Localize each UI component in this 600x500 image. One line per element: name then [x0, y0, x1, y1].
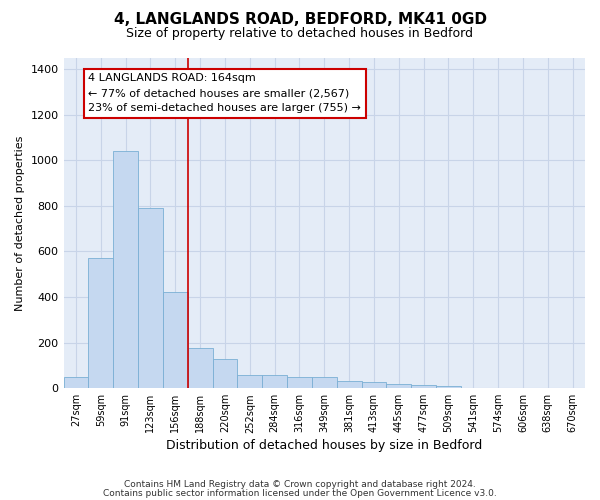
Bar — [312, 378, 337, 388]
Text: Contains HM Land Registry data © Crown copyright and database right 2024.: Contains HM Land Registry data © Crown c… — [124, 480, 476, 489]
Text: Contains public sector information licensed under the Open Government Licence v3: Contains public sector information licen… — [103, 490, 497, 498]
Bar — [188, 348, 212, 388]
Bar — [238, 374, 262, 388]
Text: 4 LANGLANDS ROAD: 164sqm
← 77% of detached houses are smaller (2,567)
23% of sem: 4 LANGLANDS ROAD: 164sqm ← 77% of detach… — [88, 74, 361, 113]
Bar — [337, 382, 362, 388]
Bar — [163, 292, 188, 388]
Text: Size of property relative to detached houses in Bedford: Size of property relative to detached ho… — [127, 28, 473, 40]
Bar — [88, 258, 113, 388]
Bar — [436, 386, 461, 388]
Bar — [113, 151, 138, 388]
Bar — [212, 359, 238, 388]
Bar — [362, 382, 386, 388]
X-axis label: Distribution of detached houses by size in Bedford: Distribution of detached houses by size … — [166, 440, 482, 452]
Text: 4, LANGLANDS ROAD, BEDFORD, MK41 0GD: 4, LANGLANDS ROAD, BEDFORD, MK41 0GD — [113, 12, 487, 28]
Bar — [138, 208, 163, 388]
Bar — [386, 384, 411, 388]
Bar — [64, 378, 88, 388]
Y-axis label: Number of detached properties: Number of detached properties — [15, 135, 25, 310]
Bar — [411, 385, 436, 388]
Bar — [262, 374, 287, 388]
Bar — [287, 378, 312, 388]
